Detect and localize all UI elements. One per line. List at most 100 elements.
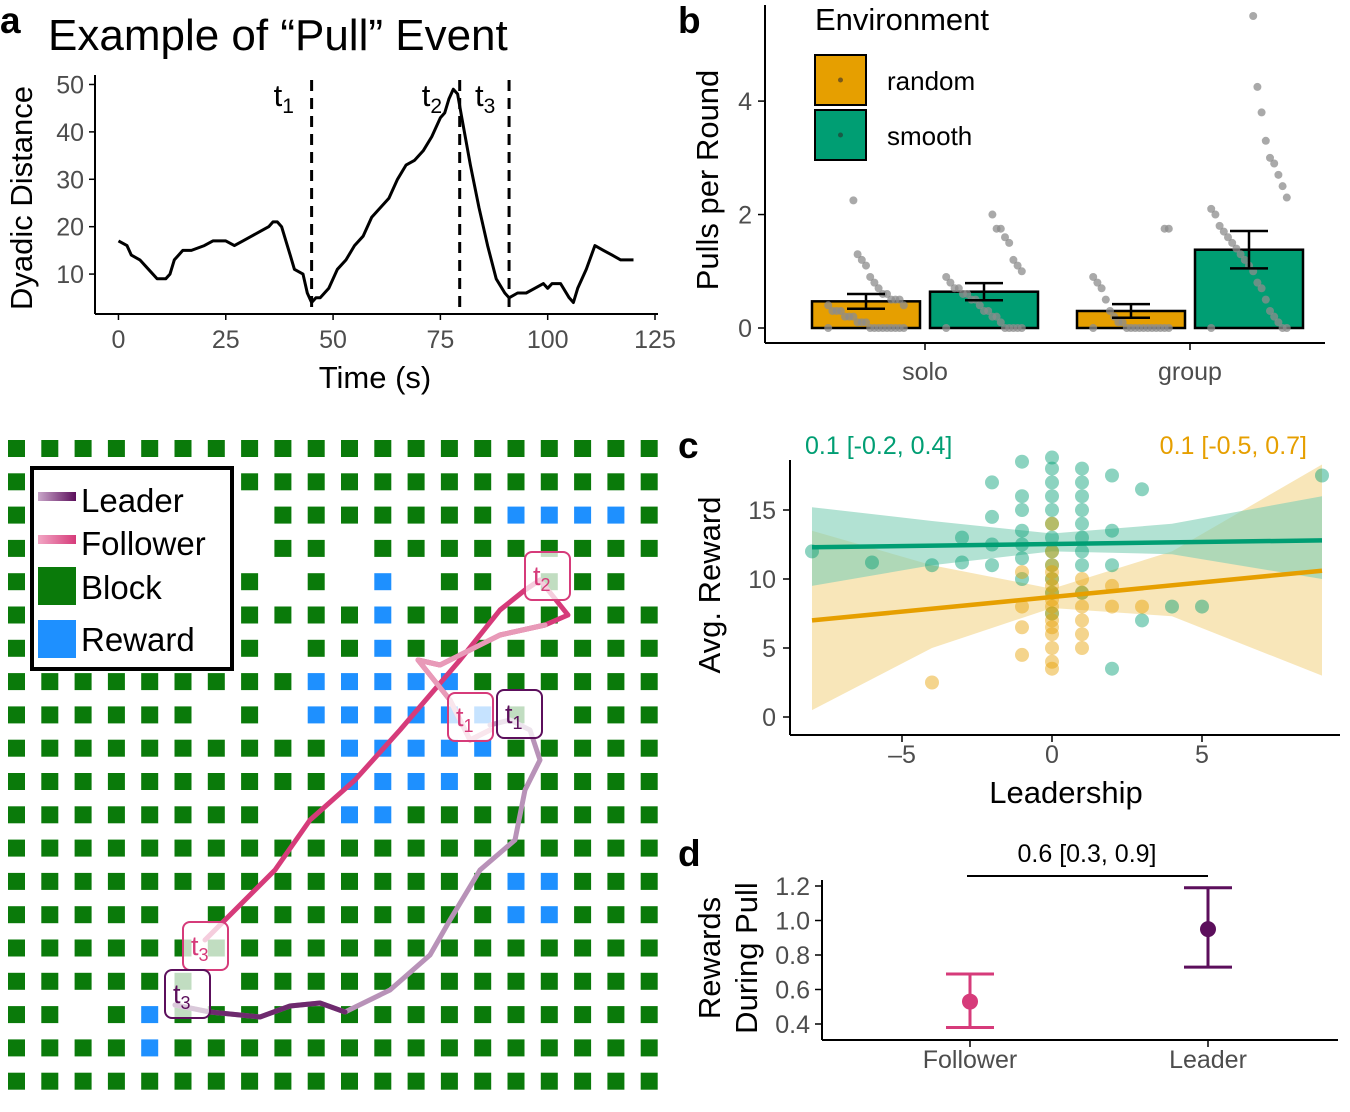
block-tile: [207, 839, 225, 857]
block-tile: [174, 872, 192, 890]
block-tile: [374, 839, 392, 857]
legend-leader-label: Leader: [81, 482, 184, 519]
reward-tile: [374, 806, 392, 824]
block-tile: [540, 939, 558, 957]
block-tile: [607, 939, 625, 957]
block-tile: [607, 739, 625, 757]
block-tile: [474, 839, 492, 857]
block-tile: [8, 506, 25, 524]
reward-tile: [141, 1039, 159, 1057]
panel-c-chart: Avg. Reward Leadership 0.1 [-0.2, 0.4] 0…: [692, 432, 1340, 810]
block-tile: [574, 906, 592, 924]
block-tile: [74, 673, 92, 691]
block-tile: [307, 906, 325, 924]
scatter-point-random: [1045, 654, 1059, 669]
jitter-point: [942, 272, 951, 281]
block-tile: [440, 506, 458, 524]
block-tile: [307, 573, 325, 591]
jitter-point: [942, 324, 951, 332]
block-tile: [474, 539, 492, 557]
block-tile: [341, 1039, 358, 1057]
scatter-point-random: [1075, 572, 1089, 586]
block-tile: [207, 1072, 225, 1090]
jitter-point: [1013, 261, 1022, 270]
block-tile: [241, 673, 259, 691]
ci-band-smooth: [812, 496, 1322, 586]
scatter-point-random: [1045, 627, 1059, 642]
scatter-point-smooth: [1045, 558, 1059, 573]
block-tile: [207, 806, 225, 824]
jitter-point: [1122, 324, 1131, 332]
block-tile: [474, 972, 492, 990]
scatter-point-random: [1075, 613, 1089, 628]
block-tile: [241, 606, 259, 624]
panel-d-xtick-label: Follower: [923, 1046, 1017, 1074]
block-tile: [307, 506, 325, 524]
reward-tile: [540, 506, 558, 524]
block-tile: [141, 839, 159, 857]
block-tile: [440, 539, 458, 557]
block-tile: [8, 906, 25, 924]
block-tile: [407, 1006, 425, 1024]
block-tile: [374, 939, 392, 957]
event-label-t1: t1: [274, 78, 294, 118]
jitter-point: [1282, 193, 1291, 202]
jitter-point: [1017, 267, 1026, 276]
block-tile: [540, 839, 558, 857]
block-tile: [440, 573, 458, 591]
scatter-point-random: [1045, 661, 1059, 676]
panel-d-xtick-label: Leader: [1169, 1046, 1247, 1074]
block-tile: [507, 972, 525, 990]
jitter-point: [1240, 255, 1249, 264]
reward-tile: [141, 1006, 159, 1024]
block-tile: [174, 706, 192, 724]
block-tile: [207, 906, 225, 924]
panel-b-ytick-label: 0: [738, 315, 752, 343]
block-tile: [74, 706, 92, 724]
jitter-point: [1253, 82, 1262, 91]
block-tile: [174, 1072, 192, 1090]
block-tile: [607, 1072, 625, 1090]
block-tile: [407, 872, 425, 890]
block-tile: [8, 1072, 25, 1090]
panel-b-ylabel: Pulls per Round: [690, 70, 725, 291]
block-tile: [207, 739, 225, 757]
block-tile: [141, 1072, 159, 1090]
jitter-point: [988, 312, 997, 321]
block-tile: [8, 872, 25, 890]
block-tile: [374, 539, 392, 557]
legend-label-random: random: [887, 66, 975, 96]
block-tile: [640, 606, 658, 624]
block-tile: [640, 639, 658, 657]
block-tile: [574, 1039, 592, 1057]
block-tile: [574, 606, 592, 624]
block-tile: [141, 706, 159, 724]
panel-a-ytick-label: 50: [56, 71, 84, 99]
path-label-follower-t1: t1: [447, 692, 494, 742]
block-tile: [607, 673, 625, 691]
block-tile: [307, 606, 325, 624]
block-tile: [607, 872, 625, 890]
block-tile: [474, 939, 492, 957]
jitter-point: [1266, 153, 1274, 162]
block-tile: [274, 1039, 292, 1057]
block-tile: [640, 972, 658, 990]
block-tile: [207, 773, 225, 790]
scatter-point-smooth: [1075, 475, 1089, 490]
block-tile: [274, 739, 292, 757]
jitter-point: [1257, 284, 1266, 293]
panel-a-xtick-label: 50: [319, 326, 347, 354]
block-tile: [440, 440, 458, 457]
block-tile: [141, 939, 159, 957]
block-tile: [241, 739, 259, 757]
block-tile: [107, 972, 125, 990]
block-tile: [207, 440, 225, 457]
scatter-point-smooth: [1045, 606, 1059, 621]
scatter-point-random: [1075, 627, 1089, 642]
jitter-point: [988, 210, 997, 219]
block-tile: [274, 906, 292, 924]
block-tile: [574, 473, 592, 491]
jitter-point: [1232, 244, 1241, 253]
block-tile: [341, 506, 358, 524]
jitter-point: [828, 306, 837, 315]
